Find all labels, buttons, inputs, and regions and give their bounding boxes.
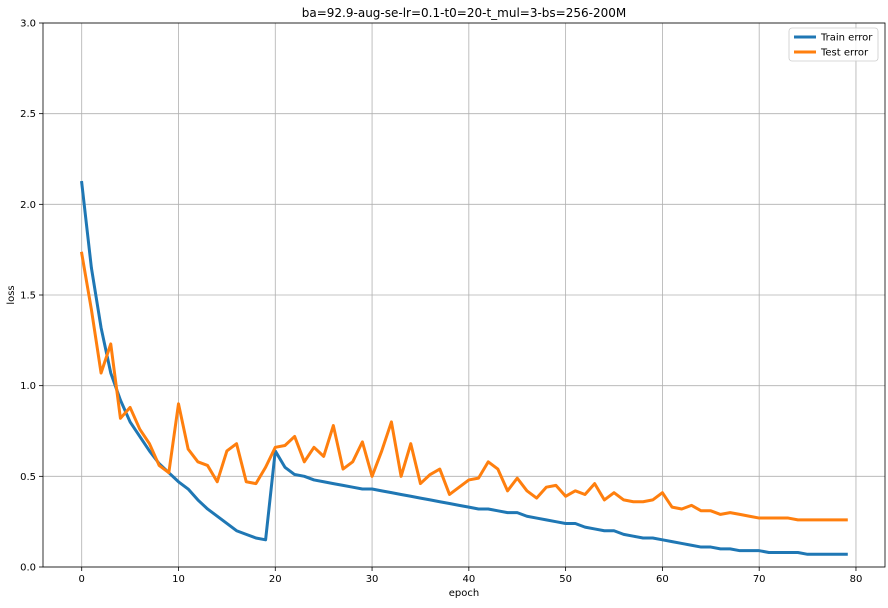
series-lines — [79, 180, 848, 556]
y-tick-label: 2.5 — [20, 109, 36, 120]
grid — [43, 22, 885, 568]
x-tick-label: 70 — [753, 574, 766, 585]
x-tick-label: 20 — [269, 574, 282, 585]
y-tick-label: 3.0 — [20, 19, 36, 30]
legend-label-1: Test error — [820, 48, 869, 59]
series-line-1 — [79, 251, 848, 522]
legend-label-0: Train error — [820, 33, 873, 44]
y-tick-label: 0.5 — [20, 472, 36, 483]
x-axis-label: epoch — [449, 588, 479, 599]
x-tick-label: 50 — [559, 574, 572, 585]
y-tick-label: 0.0 — [20, 563, 36, 574]
x-tick-label: 30 — [366, 574, 379, 585]
y-tick-label: 1.0 — [20, 381, 36, 392]
y-tick-label: 1.5 — [20, 291, 36, 302]
x-tick-label: 0 — [79, 574, 85, 585]
legend: Train error Test error — [788, 27, 879, 62]
series-line-0 — [80, 180, 848, 556]
x-tick-label: 10 — [172, 574, 185, 585]
axes: 0 10 20 30 40 50 60 70 80 0.0 0.5 1.0 1.5 2.0 2.5 3.0 — [20, 19, 886, 585]
y-tick-label: 2.0 — [20, 200, 36, 211]
y-axis-label: loss — [6, 285, 17, 304]
x-tick-label: 60 — [656, 574, 669, 585]
chart-title: ba=92.9-aug-se-lr=0.1-t0=20-t_mul=3-bs=2… — [302, 6, 626, 20]
x-tick-label: 80 — [850, 574, 863, 585]
x-tick-label: 40 — [462, 574, 475, 585]
